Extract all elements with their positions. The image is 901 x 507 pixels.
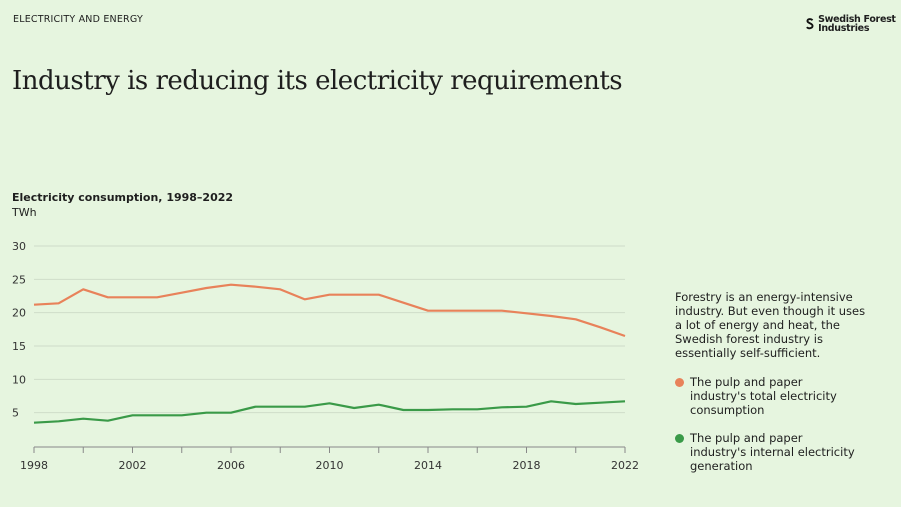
series-line-0 (33, 283, 626, 338)
y-tick-label: 30 (12, 240, 26, 253)
y-tick-label: 5 (12, 407, 19, 420)
section-label: ELECTRICITY AND ENERGY (13, 14, 143, 25)
x-tick-label: 2018 (513, 459, 541, 472)
page-title: Industry is reducing its electricity req… (12, 66, 623, 96)
legend-item-consumption: The pulp and paper industry's total elec… (675, 375, 855, 417)
legend-dot-green (675, 434, 684, 443)
y-tick-label: 20 (12, 307, 26, 320)
legend-label: The pulp and paper industry's internal e… (690, 431, 855, 473)
y-tick-label: 25 (12, 273, 26, 286)
logo-icon (806, 18, 814, 30)
legend-label: The pulp and paper industry's total elec… (690, 375, 837, 417)
y-tick-label: 15 (12, 340, 26, 353)
logo-text: Swedish Forest Industries (818, 14, 896, 34)
x-tick-label: 2010 (316, 459, 344, 472)
x-tick-label: 2022 (611, 459, 639, 472)
y-axis-unit: TWh (12, 206, 37, 219)
legend-item-generation: The pulp and paper industry's internal e… (675, 431, 855, 473)
y-tick-label: 10 (12, 373, 26, 386)
x-tick-label: 2002 (119, 459, 147, 472)
chart-title: Electricity consumption, 1998–2022 (12, 191, 234, 204)
x-tick-label: 2014 (414, 459, 442, 472)
x-tick-label: 1998 (20, 459, 48, 472)
legend-dot-orange (675, 378, 684, 387)
logo: Swedish Forest Industries (805, 15, 901, 33)
x-tick-label: 2006 (217, 459, 245, 472)
series-line-1 (33, 400, 626, 424)
description: Forestry is an energy-intensive industry… (675, 290, 866, 360)
